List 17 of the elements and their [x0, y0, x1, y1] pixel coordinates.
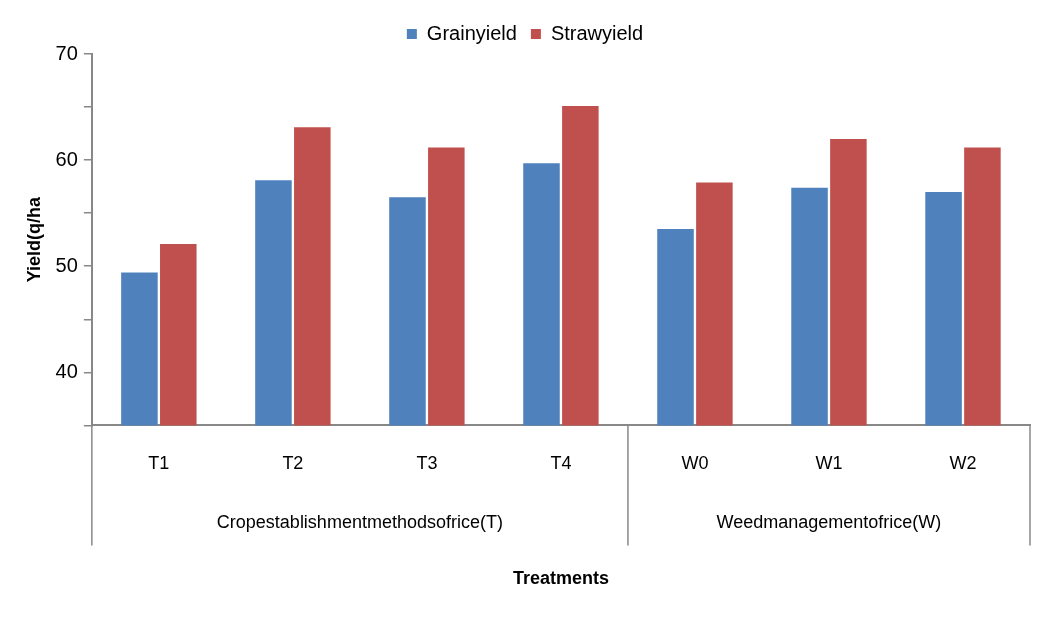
x-tick-label: T2: [282, 453, 304, 474]
y-axis-title: Yield(q/ha: [23, 196, 44, 283]
x-tick-label: W0: [681, 453, 709, 474]
y-tick-label: 60: [55, 147, 78, 170]
text: Cropestablishmentmethodsofrice(T): [216, 512, 503, 533]
text: Weedmanagementofrice(W): [716, 512, 942, 533]
x-tick-label: T3: [416, 453, 438, 474]
y-tick-label: 50: [55, 253, 78, 276]
x-tick-label: T1: [148, 453, 170, 474]
legend-label: Grainyield: [426, 21, 517, 44]
y-tick-label: 40: [55, 359, 78, 382]
legend-label: Strawyield: [550, 21, 644, 44]
x-tick-label: T4: [550, 453, 572, 474]
y-tick-label: 70: [55, 41, 78, 64]
text: Treatments: [512, 568, 609, 589]
x-tick-label: W2: [949, 453, 977, 474]
x-tick-label: W1: [815, 453, 843, 474]
